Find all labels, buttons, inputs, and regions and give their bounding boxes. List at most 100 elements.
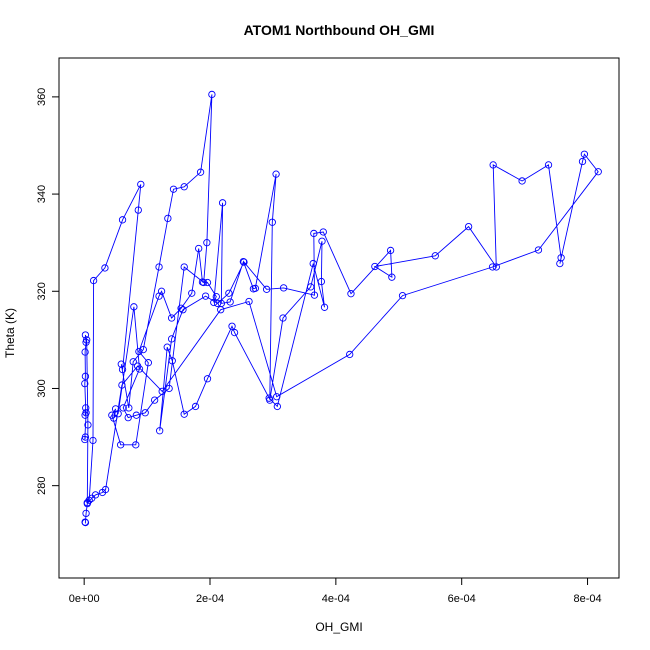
x-tick-label: 2e-04 — [196, 593, 224, 605]
data-point — [177, 304, 185, 312]
data-point — [144, 359, 152, 367]
data-point — [218, 199, 227, 207]
data-point — [226, 298, 234, 306]
data-point — [307, 283, 315, 291]
data-point — [580, 150, 589, 158]
data-point — [81, 518, 89, 526]
y-axis: 280 300 320 340 360 — [36, 88, 60, 495]
data-point — [81, 331, 90, 339]
data-point — [124, 413, 132, 422]
data-point — [217, 306, 225, 314]
data-point — [279, 284, 288, 292]
y-axis-label: Theta (K) — [3, 308, 17, 358]
data-point — [203, 278, 212, 287]
data-point — [82, 509, 90, 518]
data-point — [191, 402, 200, 411]
plot-frame — [58, 57, 620, 579]
data-point — [265, 394, 273, 402]
data-point — [167, 314, 176, 322]
data-point — [125, 404, 133, 412]
data-point — [196, 168, 205, 176]
data-point — [240, 258, 248, 266]
data-point — [273, 393, 281, 401]
data-point — [273, 402, 281, 411]
data-point — [230, 328, 239, 337]
data-point — [198, 278, 207, 286]
data-point — [245, 297, 253, 306]
data-point — [371, 262, 379, 271]
data-point — [464, 222, 473, 231]
data-point — [213, 299, 222, 308]
data-point — [165, 384, 173, 393]
data-point — [137, 180, 145, 189]
x-tick-label: 8e-04 — [573, 593, 601, 605]
x-tick-label: 4e-04 — [322, 593, 350, 605]
data-point — [81, 435, 89, 444]
data-point — [272, 170, 280, 178]
data-point — [135, 347, 143, 356]
data-point — [84, 421, 92, 429]
data-point — [310, 291, 319, 299]
data-point — [118, 381, 126, 389]
plot-border — [58, 57, 620, 579]
data-point — [489, 161, 497, 169]
data-point — [132, 411, 141, 419]
data-point — [492, 263, 500, 271]
data-point — [346, 350, 354, 359]
data-point — [262, 285, 271, 293]
data-point — [208, 90, 216, 99]
data-point — [134, 206, 142, 214]
data-point — [119, 404, 127, 412]
data-point — [81, 411, 89, 419]
data-point — [228, 322, 236, 330]
data-point — [320, 303, 329, 311]
data-point — [82, 404, 90, 412]
data-point — [203, 239, 211, 247]
data-point — [268, 218, 276, 226]
data-point — [386, 246, 395, 255]
data-point — [163, 343, 171, 351]
data-point — [225, 289, 233, 297]
data-point — [118, 216, 127, 224]
data-point — [117, 441, 125, 449]
y-tick-label: 340 — [36, 185, 48, 203]
data-point — [180, 263, 188, 271]
data-point — [388, 273, 396, 281]
x-axis: 0e+00 2e-04 4e-04 6e-04 8e-04 — [69, 577, 602, 605]
data-point — [518, 177, 526, 185]
data-point — [180, 410, 188, 418]
x-tick-label: 0e+00 — [69, 593, 100, 605]
series-layer — [81, 90, 602, 527]
data-point — [488, 263, 497, 271]
data-point — [168, 357, 176, 365]
data-point — [83, 499, 91, 508]
data-point — [158, 387, 166, 396]
data-point — [155, 263, 163, 271]
data-point — [251, 284, 259, 293]
data-point — [169, 185, 178, 193]
data-point — [157, 287, 166, 295]
data-point — [89, 276, 98, 285]
data-point — [88, 494, 96, 502]
data-point — [129, 358, 137, 366]
data-point — [201, 292, 210, 300]
data-point — [130, 303, 138, 311]
data-point — [578, 157, 587, 166]
data-point — [398, 291, 407, 300]
data-point — [81, 379, 89, 388]
data-point — [544, 161, 553, 169]
data-point — [431, 252, 439, 260]
data-point — [188, 289, 196, 297]
data-point — [179, 306, 187, 314]
data-point — [195, 244, 203, 253]
y-tick-label: 320 — [36, 282, 48, 300]
data-point — [156, 427, 164, 435]
data-point — [556, 259, 564, 268]
data-point — [101, 264, 109, 272]
data-point — [347, 290, 355, 298]
data-point — [108, 411, 116, 419]
data-point — [134, 362, 142, 370]
series-line — [84, 94, 599, 525]
data-point — [594, 168, 602, 176]
